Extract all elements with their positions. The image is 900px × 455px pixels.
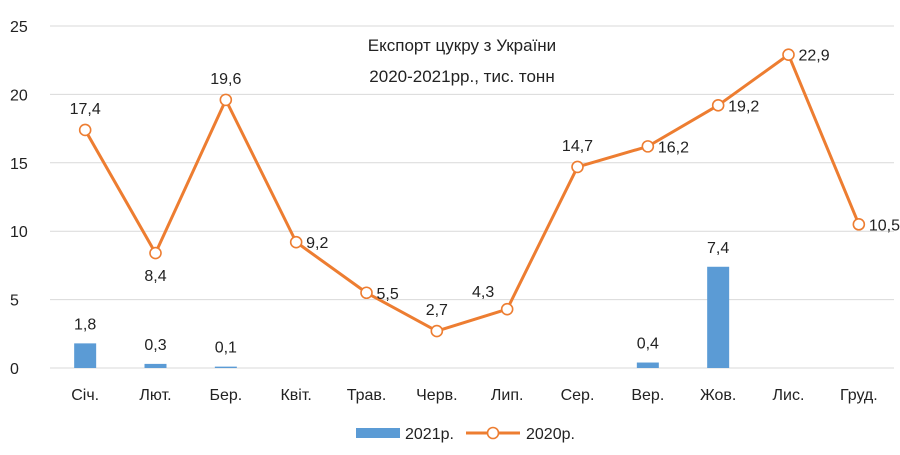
y-tick-label: 15: [10, 156, 28, 173]
line-data-label: 14,7: [562, 138, 593, 155]
legend-label-2021: 2021р.: [405, 426, 454, 443]
bar: [636, 362, 659, 368]
line-point: [500, 302, 514, 316]
series-line: [83, 53, 861, 333]
line-point: [78, 123, 92, 137]
legend-marker-2020: [486, 426, 500, 440]
bar: [214, 366, 237, 368]
line-data-label: 10,5: [869, 217, 900, 234]
x-tick-label: Черв.: [416, 387, 457, 404]
line-point: [782, 48, 795, 62]
x-tick-label: Вер.: [631, 387, 664, 404]
x-tick-label: Сер.: [561, 387, 595, 404]
y-tick-label: 10: [10, 224, 28, 241]
y-tick-label: 25: [10, 19, 28, 36]
bar-data-label: 0,3: [144, 337, 166, 354]
line-data-label: 16,2: [658, 139, 689, 156]
x-tick-label: Лис.: [773, 387, 805, 404]
bar-series-2021: [74, 266, 730, 368]
x-tick-label: Лип.: [491, 387, 524, 404]
line-data-label: 5,5: [377, 286, 399, 303]
data-labels: 1,8 0,3 0,1 0,4 7,4 17,4 8,4 19,6 9,2 5,5 2,7 4,3 14…: [70, 48, 900, 357]
line-data-label: 9,2: [306, 235, 328, 252]
line-point: [289, 235, 303, 249]
legend-label-2020: 2020р.: [526, 426, 575, 443]
y-tick-label: 0: [10, 361, 19, 378]
bar-data-label: 7,4: [707, 240, 729, 257]
line-data-label: 8,4: [144, 268, 166, 285]
x-axis: Січ. Лют. Бер. Квіт. Трав. Черв. Лип. Сер. Вер. Ж…: [71, 387, 877, 404]
line-point: [711, 99, 725, 112]
x-tick-label: Жов.: [700, 387, 736, 404]
bar: [144, 363, 167, 368]
x-tick-label: Бер.: [209, 387, 242, 404]
line-point: [149, 246, 162, 260]
line-point: [360, 286, 373, 300]
legend: 2021р. 2020р.: [356, 426, 575, 443]
x-tick-label: Січ.: [71, 387, 99, 404]
line-data-label: 22,9: [799, 48, 830, 65]
line-data-label: 4,3: [472, 284, 494, 301]
line-point: [571, 160, 584, 174]
chart-title-line-1: Експорт цукру з України: [368, 36, 556, 55]
bar-data-label: 0,4: [637, 336, 659, 353]
bar: [74, 343, 97, 368]
chart-title-line-2: 2020-2021рр., тис. тонн: [369, 67, 554, 86]
y-axis: 0 5 10 15 20 25: [10, 19, 28, 378]
line-series-2020: [78, 48, 866, 338]
line-data-label: 2,7: [426, 302, 448, 319]
y-tick-label: 5: [10, 293, 19, 310]
line-point: [641, 140, 655, 153]
bar: [707, 266, 730, 368]
legend-swatch-2021: [356, 428, 400, 438]
chart-title: Експорт цукру з України 2020-2021рр., ти…: [368, 36, 556, 86]
x-tick-label: Квіт.: [280, 387, 311, 404]
x-tick-label: Груд.: [840, 387, 878, 404]
line-point: [852, 218, 866, 231]
x-tick-label: Трав.: [347, 387, 387, 404]
y-tick-label: 20: [10, 87, 28, 104]
line-point: [219, 93, 233, 107]
line-point: [430, 324, 444, 338]
bar-data-label: 1,8: [74, 316, 96, 333]
line-data-label: 19,2: [728, 98, 759, 115]
bar-data-label: 0,1: [215, 340, 237, 357]
gridlines: [50, 25, 894, 369]
x-tick-label: Лют.: [139, 387, 171, 404]
line-data-label: 17,4: [70, 101, 101, 118]
line-data-label: 19,6: [210, 71, 241, 88]
